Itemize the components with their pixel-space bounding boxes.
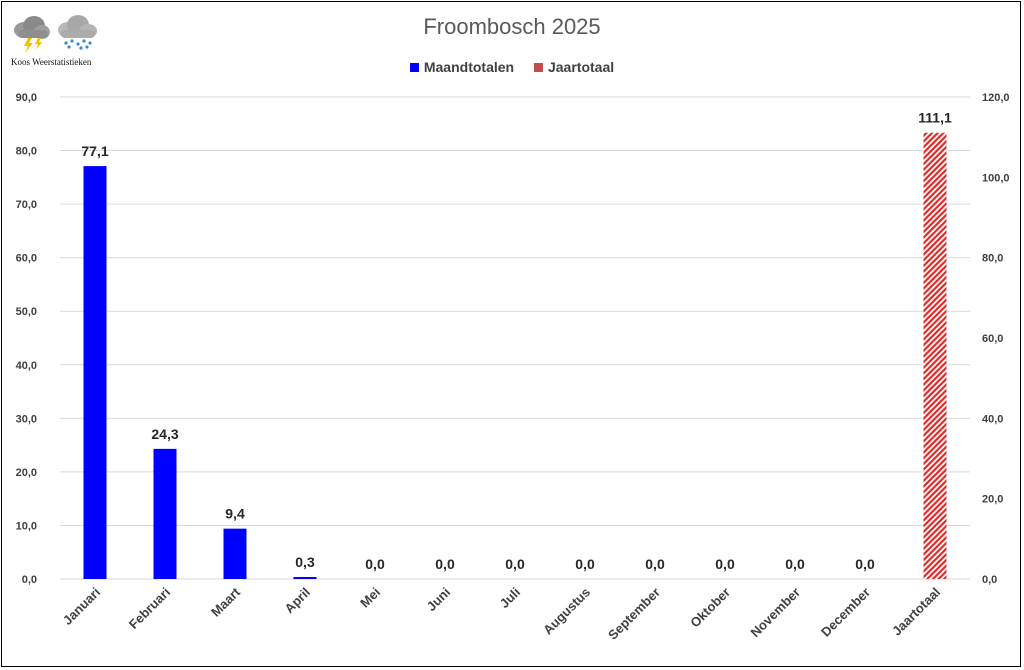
x-tick-label: April xyxy=(282,585,314,617)
y-left-tick-label: 0,0 xyxy=(22,574,37,586)
x-tick-label: Januari xyxy=(60,585,103,628)
x-tick-label: Oktober xyxy=(687,585,733,631)
chart-title: Froombosch 2025 xyxy=(423,14,601,39)
x-tick-label: Jaartotaal xyxy=(889,585,943,639)
data-label-december: 0,0 xyxy=(855,556,875,572)
x-tick-label: December xyxy=(818,585,873,640)
legend-swatch-jaartotaal xyxy=(533,63,543,72)
y-left-tick-label: 90,0 xyxy=(16,92,37,104)
y-left-tick-label: 30,0 xyxy=(16,413,37,425)
y-right-tick-label: 40,0 xyxy=(982,413,1003,425)
x-tick-label: Augustus xyxy=(540,585,593,638)
y-right-tick-label: 0,0 xyxy=(982,574,997,586)
y-right-tick-label: 60,0 xyxy=(982,333,1003,345)
x-tick-label: Maart xyxy=(208,584,244,620)
data-label-mei: 0,0 xyxy=(365,556,385,572)
x-tick-label: November xyxy=(748,585,804,641)
x-tick-label: Juli xyxy=(497,585,523,611)
data-label-juli: 0,0 xyxy=(505,556,525,572)
data-label-februari: 24,3 xyxy=(151,426,178,442)
data-label-augustus: 0,0 xyxy=(575,556,595,572)
weather-logo xyxy=(14,15,97,53)
data-label-maart: 9,4 xyxy=(225,506,245,522)
thunderstorm-cloud-icon xyxy=(14,16,50,53)
data-label-september: 0,0 xyxy=(645,556,665,572)
y-left-tick-label: 50,0 xyxy=(16,306,37,318)
bar-jaartotaal xyxy=(923,132,947,579)
logo-caption: Koos Weerstatistieken xyxy=(11,57,92,67)
bar-april xyxy=(293,577,317,579)
y-left-tick-label: 60,0 xyxy=(16,253,37,265)
legend-label-maandtotalen: Maandtotalen xyxy=(423,59,515,75)
data-label-november: 0,0 xyxy=(785,556,805,572)
y-right-tick-label: 120,0 xyxy=(982,92,1010,104)
legend-swatch-maandtotalen xyxy=(409,63,419,72)
chart-legend: Maandtotalen Jaartotaal xyxy=(0,59,1024,75)
y-left-tick-label: 20,0 xyxy=(16,467,37,479)
bar-maart xyxy=(223,528,247,579)
x-tick-label: Juni xyxy=(424,585,454,615)
y-right-tick-label: 80,0 xyxy=(982,253,1003,265)
data-label-jaartotaal: 111,1 xyxy=(918,110,952,126)
x-tick-label: Mei xyxy=(357,585,383,611)
data-label-oktober: 0,0 xyxy=(715,556,735,572)
bar-februari xyxy=(153,448,177,579)
y-left-tick-label: 70,0 xyxy=(16,199,37,211)
y-left-tick-label: 10,0 xyxy=(16,520,37,532)
data-label-januari: 77,1 xyxy=(81,143,108,159)
x-tick-label: September xyxy=(605,585,663,643)
snow-cloud-icon xyxy=(58,15,97,50)
y-left-tick-label: 80,0 xyxy=(16,146,37,158)
x-tick-label: Februari xyxy=(126,585,173,632)
legend-item-maandtotalen: Maandtotalen xyxy=(409,59,515,75)
data-label-juni: 0,0 xyxy=(435,556,455,572)
y-left-tick-label: 40,0 xyxy=(16,360,37,372)
y-right-tick-label: 20,0 xyxy=(982,494,1003,506)
data-label-april: 0,3 xyxy=(295,554,315,570)
legend-label-jaartotaal: Jaartotaal xyxy=(547,59,615,75)
bar-januari xyxy=(83,166,107,579)
legend-item-jaartotaal: Jaartotaal xyxy=(533,59,615,75)
y-right-tick-label: 100,0 xyxy=(982,172,1010,184)
